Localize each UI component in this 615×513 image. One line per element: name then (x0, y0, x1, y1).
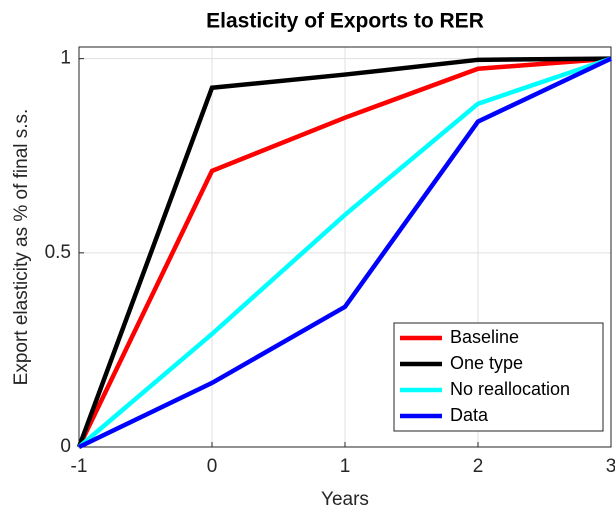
x-tick-label: 0 (207, 456, 218, 477)
legend-label: Baseline (450, 327, 519, 347)
y-axis-label: Export elasticity as % of final s.s. (11, 109, 32, 386)
y-tick-label: 1 (60, 48, 71, 69)
legend-label: One type (450, 353, 523, 373)
legend-box (393, 322, 604, 432)
y-tick-label: 0 (60, 436, 71, 457)
legend-label: Data (450, 405, 489, 425)
x-tick-label: 1 (340, 456, 351, 477)
x-tick-label: 3 (606, 456, 615, 477)
x-tick-label: 2 (473, 456, 484, 477)
legend-label: No reallocation (450, 379, 570, 399)
line (78, 56, 612, 450)
y-tick-label: 0.5 (45, 242, 71, 263)
x-tick-label: -1 (71, 456, 88, 477)
line (76, 56, 612, 448)
line (76, 56, 612, 448)
line (77, 56, 612, 449)
chart-title: Elasticity of Exports to RER (206, 10, 484, 33)
plot-frame (78, 46, 612, 448)
x-axis-label: Years (321, 489, 369, 510)
